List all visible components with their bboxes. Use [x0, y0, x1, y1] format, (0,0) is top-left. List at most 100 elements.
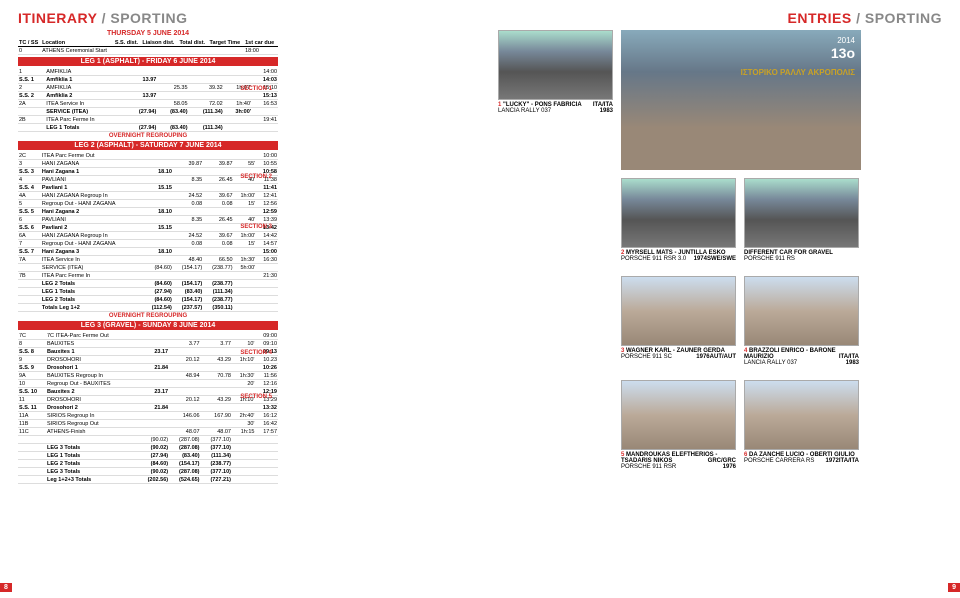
leg3-header: LEG 3 (GRAVEL) - SUNDAY 8 JUNE 2014 — [18, 321, 278, 330]
table-row: 8BAUXITES3.773.7710'09:10 — [18, 340, 278, 348]
entry-note-car: PORSCHE 911 RS — [744, 256, 859, 262]
table-row: S.S. 4Pavliani 115.1511:41 — [18, 184, 278, 192]
hero-year: 2014 — [831, 36, 855, 45]
table-row: 10Regroup Out - BAUXITES20'12:16 — [18, 380, 278, 388]
itinerary-table-wrap: THURSDAY 5 JUNE 2014 TC / SSLocationS.S.… — [18, 30, 278, 484]
entry-car: PORSCHE 911 RSR — [621, 464, 676, 470]
table-row: Leg 1+2+3 Totals(202.56)(524.65)(727.21) — [18, 476, 278, 484]
entry-name: MANDROUKAS ELEFTHERIOS - TSADARIS NIKOS — [621, 452, 717, 464]
table-row: SERVICE (ITEA)(27.94)(83.40)(111.34)3h:0… — [18, 108, 278, 116]
table-row: 1AMFIKLIA14:00 — [18, 68, 278, 76]
table-row: 4PAVLIANI8.3526.4540'11:38 — [18, 176, 278, 184]
header-table: TC / SSLocationS.S. dist.Liaison dist.To… — [18, 39, 278, 55]
entry-card: 5 MANDROUKAS ELEFTHERIOS - TSADARIS NIKO… — [621, 380, 736, 470]
table-row: Totals Leg 1+2(112.54)(237.57)(350.11) — [18, 304, 278, 312]
table-row: 5Regroup Out - HANI ZAGANA0.080.0815'12:… — [18, 200, 278, 208]
table-row: LEG 1 Totals(27.94)(83.40)(111.34) — [18, 124, 278, 132]
entries-header: ENTRIES / SPORTING — [498, 10, 942, 26]
day-header: THURSDAY 5 JUNE 2014 — [18, 30, 278, 37]
table-row: S.S. 9Drosohori 121.8410:26 — [18, 364, 278, 372]
entry-year: 1983 — [846, 360, 859, 366]
hero-image: 2014 13ο ΙΣΤΟΡΙΚΟ ΡΑΛΛΥ ΑΚΡΟΠΟΛΙΣ — [621, 30, 861, 170]
entry-name: BRAZZOLI ENRICO - BARONE MAURIZIO — [744, 348, 836, 360]
entry-year: 1972 — [826, 458, 839, 464]
title-sporting: SPORTING — [110, 10, 187, 26]
col-header: Liaison dist. — [141, 39, 178, 47]
entry-year: 1976 — [696, 354, 709, 360]
table-row: LEG 3 Totals(90.02)(287.08)(377.10) — [18, 468, 278, 476]
entry-car: PORSCHE CARRERA RS — [744, 458, 814, 464]
col-header: Target Time — [209, 39, 245, 47]
right-page: ENTRIES / SPORTING 1 "LUCKY" - PONS FABR… — [480, 0, 960, 598]
leg2-header: LEG 2 (ASPHALT) - SATURDAY 7 JUNE 2014 — [18, 141, 278, 150]
table-row: 2AITEA Service In58.0572.021h:40'16:53 — [18, 100, 278, 108]
table-row: 9ABAUXITES Regroup In48.9470.781h:30'11:… — [18, 372, 278, 380]
entry-flag: AUT/AUT — [710, 354, 736, 360]
hero-text: ΙΣΤΟΡΙΚΟ ΡΑΛΛΥ ΑΚΡΟΠΟΛΙΣ — [715, 68, 855, 77]
overnight-2: OVERNIGHT REGROUPING — [18, 313, 278, 319]
entry-car: LANCIA RALLY 037 — [744, 360, 797, 366]
table-row: S.S. 8Bauxites 123.1709:13 — [18, 348, 278, 356]
table-row: 7BITEA Parc Ferme In21:30 — [18, 272, 278, 280]
table-row: 9DROSOHORI20.1243.291h:10'10.23 — [18, 356, 278, 364]
entry-image — [744, 276, 859, 346]
table-row: LEG 3 Totals(90.02)(287.08)(377.10) — [18, 444, 278, 452]
col-header: Total dist. — [178, 39, 208, 47]
table-row: LEG 1 Totals(27.94)(83.40)(111.34) — [18, 288, 278, 296]
entry-car: PORSCHE 911 SC — [621, 354, 672, 360]
entries-grid: 2 MYRSELL MATS - JUNTILLA ESKOSWE/SWE PO… — [621, 178, 942, 476]
entry-car: LANCIA RALLY 037 — [498, 108, 551, 114]
title-sporting-r: SPORTING — [865, 10, 942, 26]
table-row: LEG 2 Totals(84.60)(154.17)(238.77) — [18, 296, 278, 304]
table-row: S.S. 3Hani Zagana 118.1010:58 — [18, 168, 278, 176]
table-row: 11ASIRIOS Regroup In146.06167.902h:40'16… — [18, 412, 278, 420]
table-row: 6AHANI ZAGANA Regroup In24.5239.671h:00'… — [18, 232, 278, 240]
table-row: S.S. 6Pavliani 215.1513:42 — [18, 224, 278, 232]
entry-card: 6 DA ZANCHE LUCIO - OBERTI GIULIOITA/ITA… — [744, 380, 859, 470]
entry-card: 2 MYRSELL MATS - JUNTILLA ESKOSWE/SWE PO… — [621, 178, 736, 262]
table-row: 4AHANI ZAGANA Regroup In24.5239.671h:00'… — [18, 192, 278, 200]
entry-flag: ITA/ITA — [839, 458, 859, 464]
table-row: SERVICE (ITEA)(84.60)(154.17)(238.77)5h:… — [18, 264, 278, 272]
entry-year: 1974 — [694, 256, 707, 262]
page-number-right: 9 — [948, 583, 960, 592]
entry-image — [621, 276, 736, 346]
table-row: S.S. 7Hani Zagana 318.1015:00 — [18, 248, 278, 256]
table-row: S.S. 11Drosohori 221.8413:32 — [18, 404, 278, 412]
hero-num: 13ο — [831, 45, 855, 61]
col-header: Location — [41, 39, 114, 47]
table-row: 2BITEA Parc Ferme In19:41 — [18, 116, 278, 124]
table-row: 7C7C ITEA-Parc Ferme Out09:00 — [18, 332, 278, 340]
entry-image — [744, 380, 859, 450]
leg2-table: 2CITEA Parc Ferme Out10:003HANI ZAGANA39… — [18, 152, 278, 312]
table-row: LEG 2 Totals(84.60)(154.17)(238.77) — [18, 280, 278, 288]
entry-image — [744, 178, 859, 248]
entry-year: 1983 — [600, 108, 613, 114]
entry-card: 3 WAGNER KARL - ZAUNER GERDAAUT/AUT PORS… — [621, 276, 736, 366]
entry-image — [621, 380, 736, 450]
entry-car: PORSCHE 911 RSR 3.0 — [621, 256, 686, 262]
section-4-label: SECTION 4 — [240, 350, 272, 356]
table-row: S.S. 2Amfiklia 213.9715:13 — [18, 92, 278, 100]
table-row: LEG 1 Totals(27.94)(83.40)(111.34) — [18, 452, 278, 460]
table-row: 11BSIRIOS Regroup Out30'16:42 — [18, 420, 278, 428]
entry-card: 4 BRAZZOLI ENRICO - BARONE MAURIZIOITA/I… — [744, 276, 859, 366]
section-3-label: SECTION 3 — [240, 224, 272, 230]
col-header: 1st car due — [244, 39, 278, 47]
title-entries: ENTRIES — [788, 10, 852, 26]
table-row: 2AMFIKLIA25.3539.321h:07'15:10 — [18, 84, 278, 92]
entry-flag: SWE/SWE — [707, 256, 736, 262]
table-row: (90.02)(287.08)(377.10) — [18, 436, 278, 444]
left-page: ITINERARY / SPORTING THURSDAY 5 JUNE 201… — [0, 0, 480, 598]
col-header: TC / SS — [18, 39, 41, 47]
itinerary-header: ITINERARY / SPORTING — [18, 10, 462, 26]
table-row: S.S. 5Hani Zagana 218.1012:59 — [18, 208, 278, 216]
table-row: LEG 2 Totals(84.60)(154.17)(238.77) — [18, 460, 278, 468]
leg1-table: 1AMFIKLIA14:00S.S. 1Amfiklia 113.9714:03… — [18, 68, 278, 132]
leg1-header: LEG 1 (ASPHALT) - FRIDAY 6 JUNE 2014 — [18, 57, 278, 66]
col-header: S.S. dist. — [114, 39, 141, 47]
table-row: 6PAVLIANI8.3526.4540'13:39 — [18, 216, 278, 224]
section-2-label: SECTION 2 — [240, 174, 272, 180]
entry-image — [621, 178, 736, 248]
table-row: 3HANI ZAGANA39.8739.8755'10:55 — [18, 160, 278, 168]
